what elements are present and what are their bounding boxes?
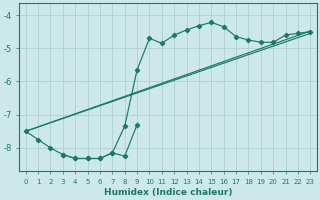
X-axis label: Humidex (Indice chaleur): Humidex (Indice chaleur) [104, 188, 232, 197]
